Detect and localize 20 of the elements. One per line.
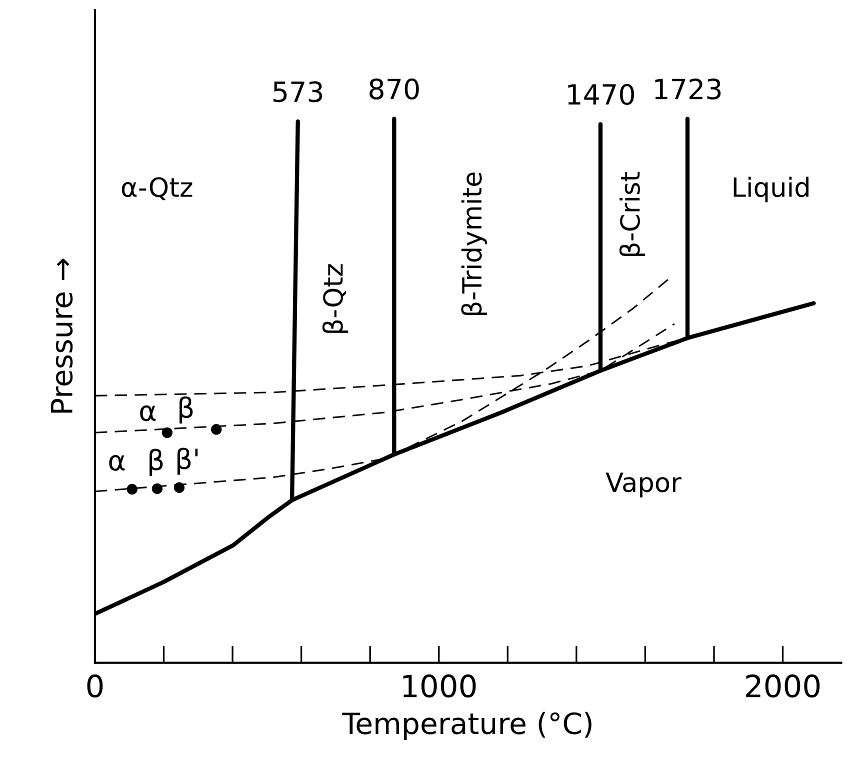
x-axis-title: Temperature (°C) (342, 712, 592, 740)
annotation: Vapor (606, 472, 682, 498)
annotation: α-Qtz (122, 177, 192, 200)
annotation: β-Tridymite (461, 172, 487, 316)
annotation: β' (177, 448, 198, 475)
annotation: α (140, 405, 156, 422)
annotation: β (150, 448, 163, 476)
annotation: α (109, 454, 125, 471)
y-axis-title: Pressure → (50, 258, 73, 413)
series-label: 1470 (568, 84, 634, 105)
series-label: 1723 (655, 78, 721, 100)
x-tick-label: 0 (87, 674, 103, 698)
x-tick-label: 1000 (403, 674, 476, 698)
annotation: β-Qtz (322, 264, 348, 333)
annotation: β (180, 396, 193, 424)
annotation: Liquid (734, 176, 808, 202)
series-label: 870 (370, 78, 419, 100)
x-tick-label: 2000 (746, 674, 820, 698)
series-label: 573 (274, 81, 322, 102)
annotation: β-Crist (619, 172, 646, 256)
